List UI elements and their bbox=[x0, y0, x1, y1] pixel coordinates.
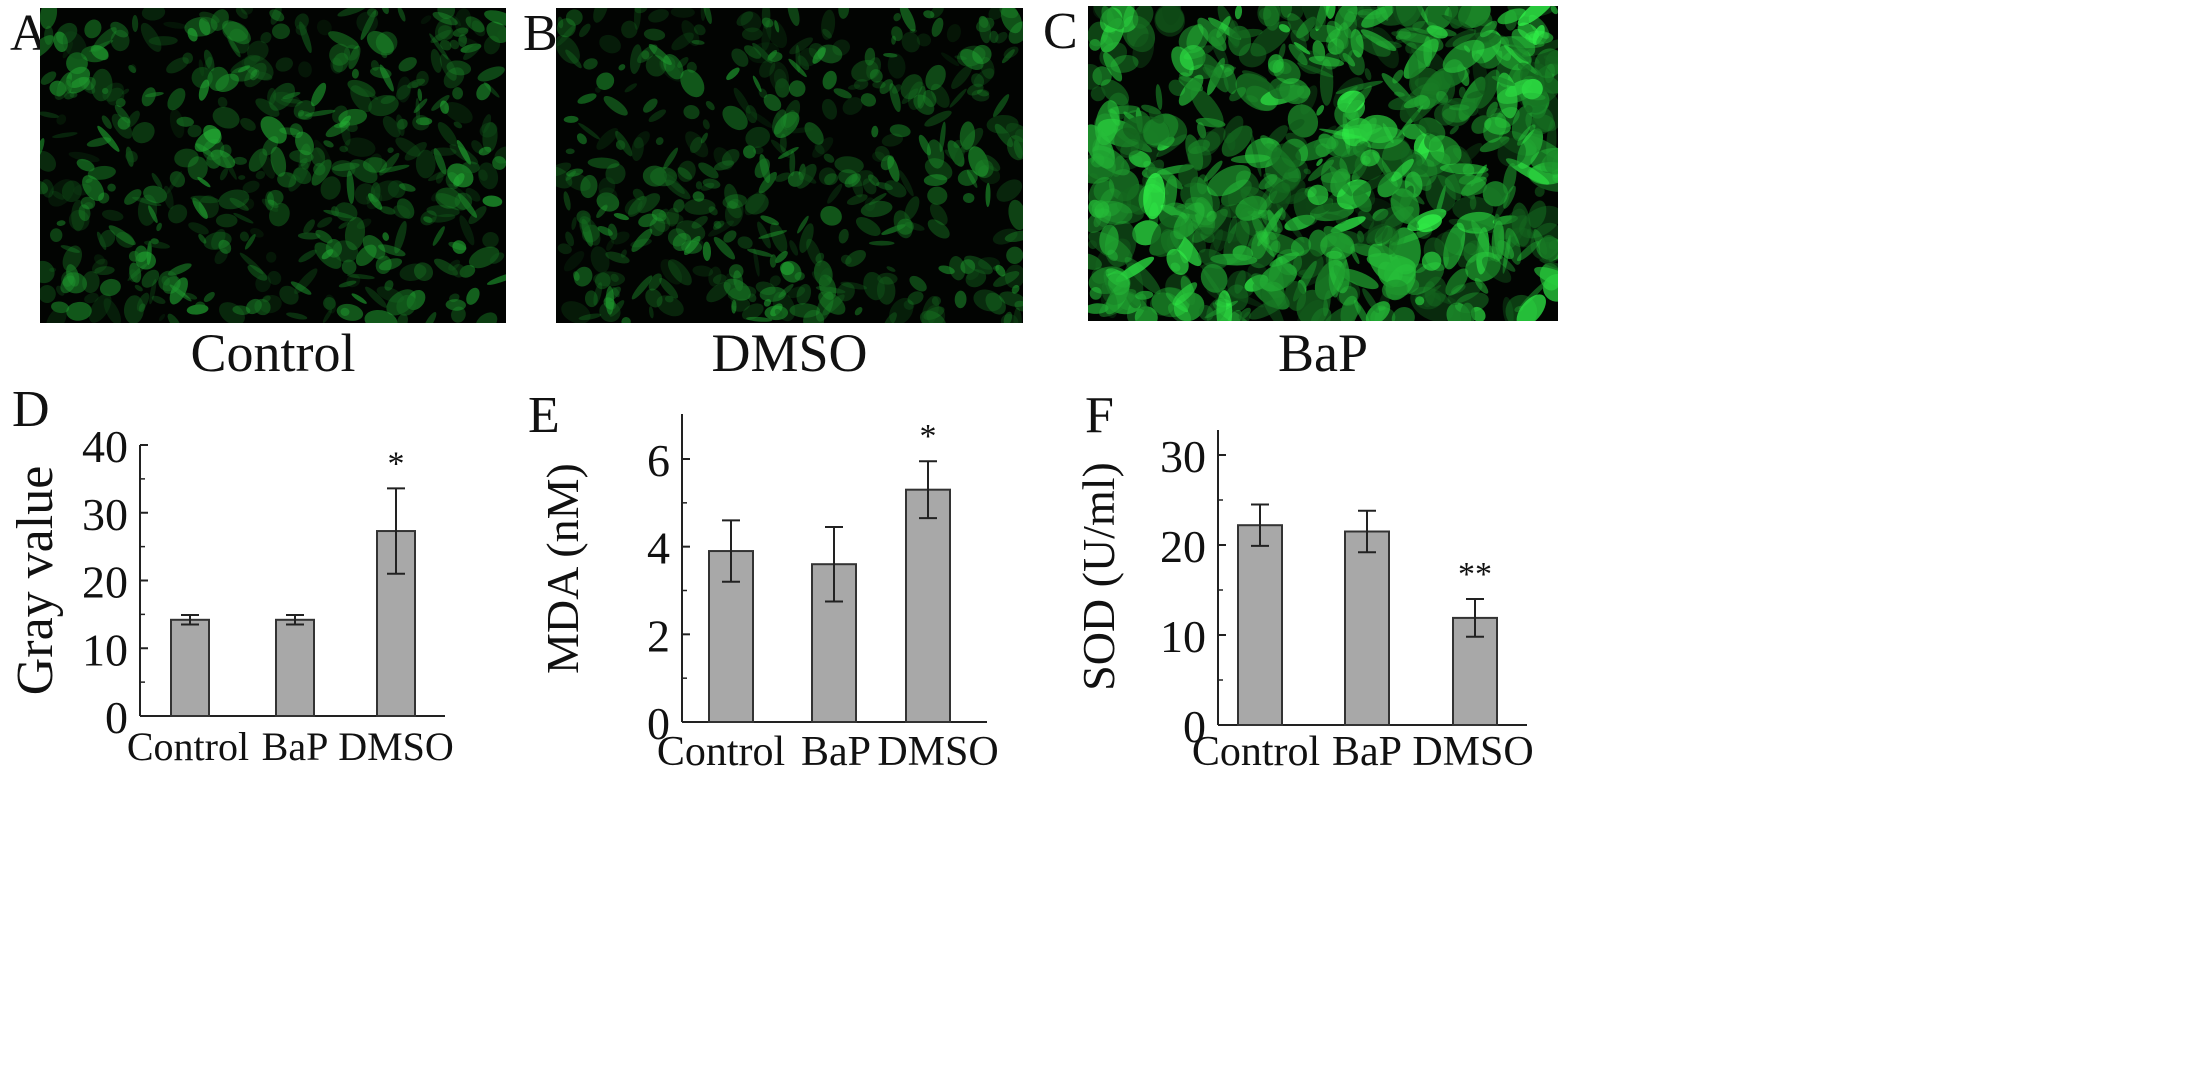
chart-gray-value-y-tick-label: 10 bbox=[82, 624, 128, 675]
chart-gray-value-category-label: DMSO bbox=[338, 724, 454, 769]
chart-mda-category-label: BaP bbox=[801, 729, 871, 775]
chart-gray-value-y-tick-label: 40 bbox=[82, 421, 128, 472]
chart-gray-value-y-tick-label: 30 bbox=[82, 489, 128, 540]
chart-mda-y-tick-label: 6 bbox=[647, 435, 670, 486]
chart-sod-y-tick-label: 20 bbox=[1160, 521, 1206, 572]
chart-mda-category-label: DMSO bbox=[877, 729, 998, 775]
chart-mda-bar-dmso bbox=[905, 488, 951, 723]
chart-sod-category-label: DMSO bbox=[1412, 729, 1533, 775]
chart-sod-y-axis-label: SOD (U/ml) bbox=[1073, 462, 1124, 691]
chart-sod-category-label: BaP bbox=[1332, 729, 1402, 775]
chart-sod-bar-control bbox=[1237, 524, 1283, 727]
micrograph-dmso bbox=[556, 8, 1023, 323]
micrograph-control bbox=[40, 8, 506, 323]
chart-gray-value-bar-bap bbox=[275, 618, 315, 717]
chart-mda-significance-mark: * bbox=[920, 418, 937, 455]
fluorescence-texture bbox=[40, 8, 506, 323]
chart-sod-bar-bap bbox=[1344, 530, 1390, 726]
chart-gray-value-y-tick-label: 0 bbox=[105, 692, 128, 743]
chart-sod: 0 10 20 30 SOD (U/ml) Control BaP ** DMSO bbox=[1073, 430, 1534, 775]
chart-mda-category-label: Control bbox=[657, 729, 785, 775]
chart-mda-y-axis-label: MDA (nM) bbox=[537, 463, 588, 674]
panel-letter-f: F bbox=[1085, 387, 1114, 444]
chart-gray-value: 0 10 20 30 40 Gray value Control BaP * DMSO bbox=[0, 0, 520, 1089]
chart-gray-value-bar-control bbox=[170, 618, 210, 717]
chart-sod-y-tick-label: 0 bbox=[1183, 701, 1206, 752]
micrograph-bap bbox=[1088, 6, 1558, 321]
fluorescence-texture bbox=[556, 8, 1023, 323]
chart-sod-significance-mark: ** bbox=[1458, 556, 1492, 593]
chart-gray-value-category-label: Control bbox=[127, 724, 249, 769]
caption-control: Control bbox=[190, 323, 356, 383]
caption-dmso: DMSO bbox=[711, 323, 868, 383]
panel-letter-c: C bbox=[1043, 3, 1078, 60]
panel-letter-e: E bbox=[528, 387, 560, 444]
chart-gray-value-y-tick-label: 20 bbox=[82, 557, 128, 608]
chart-mda-y-tick-label: 4 bbox=[647, 523, 670, 574]
fluorescence-texture bbox=[1088, 6, 1558, 321]
chart-sod-y-tick-label: 30 bbox=[1160, 431, 1206, 482]
panel-letter-d: D bbox=[12, 381, 50, 438]
chart-mda-y-tick-label: 2 bbox=[647, 610, 670, 661]
chart-sod-y-tick-label: 10 bbox=[1160, 611, 1206, 662]
chart-gray-value-significance-mark: * bbox=[388, 445, 405, 482]
chart-sod-category-label: Control bbox=[1192, 729, 1320, 775]
chart-mda: 0 2 4 6 MDA (nM) Control BaP * DMSO bbox=[537, 414, 999, 775]
chart-gray-value-y-axis-label: Gray value bbox=[7, 466, 64, 696]
chart-gray-value-category-label: BaP bbox=[262, 724, 329, 769]
chart-mda-y-tick-label: 0 bbox=[647, 698, 670, 749]
panel-letter-b: B bbox=[523, 5, 558, 62]
caption-bap: BaP bbox=[1277, 323, 1369, 383]
